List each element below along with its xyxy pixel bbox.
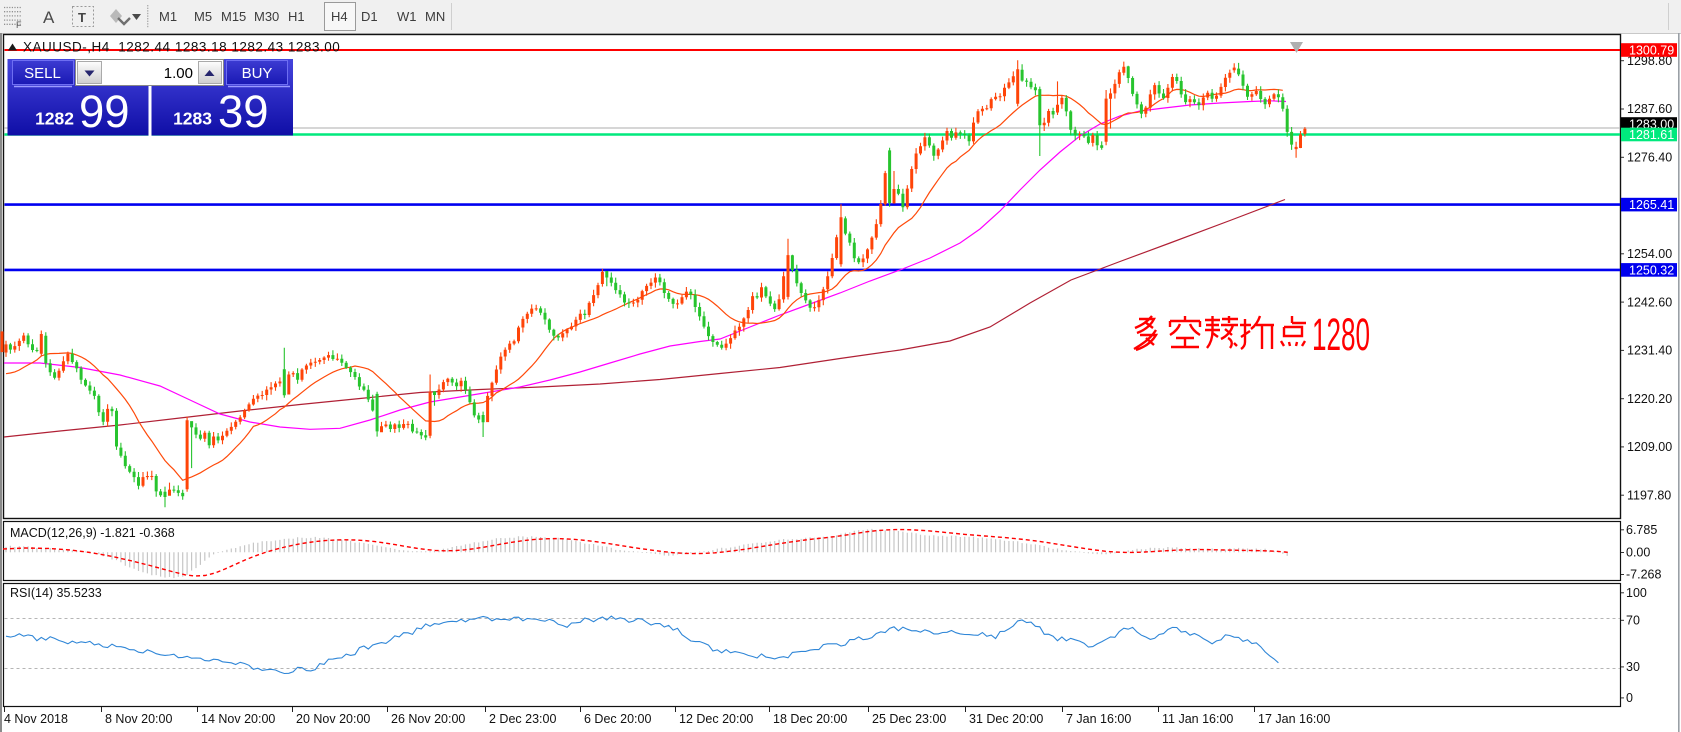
svg-text:A: A (43, 8, 55, 27)
svg-text:1276.40: 1276.40 (1627, 151, 1672, 165)
svg-text:4 Nov 2018: 4 Nov 2018 (4, 712, 68, 726)
svg-text:1298.80: 1298.80 (1627, 54, 1672, 68)
svg-text:1242.60: 1242.60 (1627, 295, 1672, 309)
svg-text:31 Dec 20:00: 31 Dec 20:00 (969, 712, 1043, 726)
svg-text:100: 100 (1626, 586, 1647, 600)
svg-text:0.00: 0.00 (1626, 546, 1650, 560)
svg-text:M30: M30 (254, 9, 279, 24)
svg-text:M5: M5 (194, 9, 212, 24)
svg-text:30: 30 (1626, 660, 1640, 674)
svg-text:XAUUSD-,H4 1282.44 1283.18 12: XAUUSD-,H4 1282.44 1283.18 1282.43 1283.… (23, 40, 340, 55)
svg-text:14 Nov 20:00: 14 Nov 20:00 (201, 712, 275, 726)
svg-text:0: 0 (1626, 691, 1633, 705)
svg-text:1220.20: 1220.20 (1627, 392, 1672, 406)
svg-text:25 Dec 23:00: 25 Dec 23:00 (872, 712, 946, 726)
svg-text:1300.79: 1300.79 (1629, 43, 1674, 57)
svg-text:1250.32: 1250.32 (1629, 263, 1674, 277)
svg-text:17 Jan 16:00: 17 Jan 16:00 (1258, 712, 1330, 726)
svg-text:H1: H1 (288, 9, 305, 24)
svg-text:1209.00: 1209.00 (1627, 440, 1672, 454)
svg-text:T: T (78, 10, 86, 25)
svg-text:6 Dec 20:00: 6 Dec 20:00 (584, 712, 651, 726)
svg-text:12 Dec 20:00: 12 Dec 20:00 (679, 712, 753, 726)
svg-text:99: 99 (79, 86, 130, 137)
svg-text:18 Dec 20:00: 18 Dec 20:00 (773, 712, 847, 726)
svg-text:1265.41: 1265.41 (1629, 198, 1674, 212)
svg-text:1282: 1282 (35, 109, 74, 129)
svg-text:20 Nov 20:00: 20 Nov 20:00 (296, 712, 370, 726)
svg-text:1231.40: 1231.40 (1627, 344, 1672, 358)
svg-text:26 Nov 20:00: 26 Nov 20:00 (391, 712, 465, 726)
svg-text:1283: 1283 (173, 109, 212, 129)
svg-text:6.785: 6.785 (1626, 523, 1657, 537)
svg-text:1280: 1280 (1312, 309, 1370, 360)
svg-text:M15: M15 (221, 9, 246, 24)
svg-text:SELL: SELL (24, 65, 61, 82)
svg-text:D1: D1 (361, 9, 378, 24)
svg-text:MACD(12,26,9) -1.821 -0.368: MACD(12,26,9) -1.821 -0.368 (10, 526, 175, 540)
svg-text:-7.268: -7.268 (1626, 568, 1661, 582)
svg-text:W1: W1 (397, 9, 417, 24)
svg-text:RSI(14) 35.5233: RSI(14) 35.5233 (10, 586, 102, 600)
svg-text:BUY: BUY (242, 65, 273, 82)
svg-text:39: 39 (218, 86, 269, 137)
svg-text:1281.61: 1281.61 (1629, 128, 1674, 142)
svg-text:MN: MN (425, 9, 445, 24)
svg-text:M1: M1 (159, 9, 177, 24)
svg-text:8 Nov 20:00: 8 Nov 20:00 (105, 712, 172, 726)
svg-text:11 Jan 16:00: 11 Jan 16:00 (1162, 712, 1233, 726)
svg-text:1254.00: 1254.00 (1627, 247, 1672, 261)
svg-text:H4: H4 (331, 9, 348, 24)
svg-text:70: 70 (1626, 614, 1640, 628)
svg-text:F: F (16, 20, 22, 30)
svg-text:2 Dec 23:00: 2 Dec 23:00 (489, 712, 556, 726)
svg-text:1197.80: 1197.80 (1627, 488, 1671, 502)
svg-text:7 Jan 16:00: 7 Jan 16:00 (1066, 712, 1131, 726)
svg-text:1.00: 1.00 (164, 65, 193, 82)
svg-text:1287.60: 1287.60 (1627, 102, 1672, 116)
